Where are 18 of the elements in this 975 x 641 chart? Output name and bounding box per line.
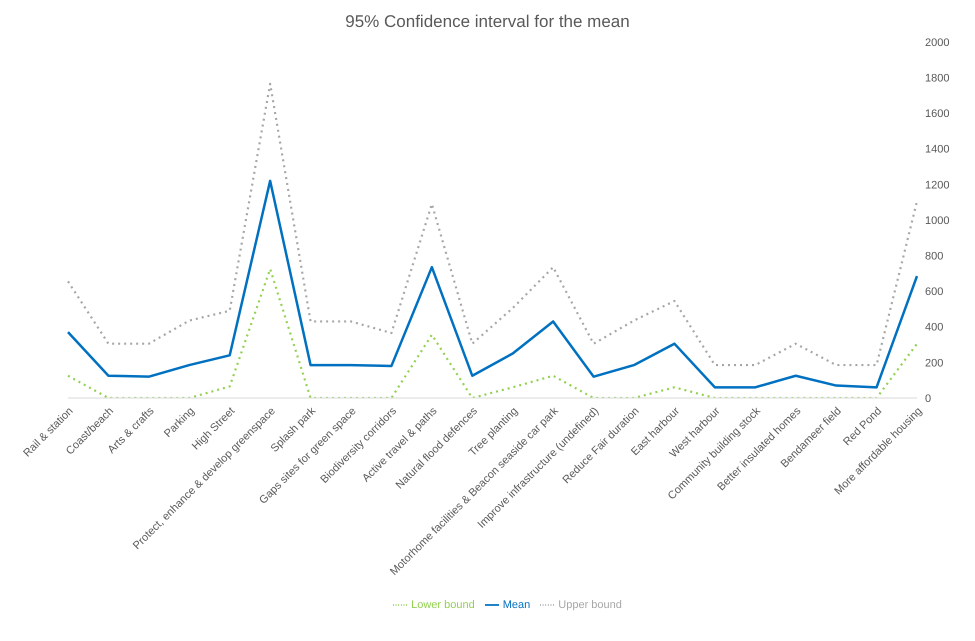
legend-label: Lower bound [411, 598, 475, 611]
y-tick-label: 1600 [925, 108, 950, 120]
y-tick-label: 1000 [925, 214, 950, 227]
y-tick-label: 1200 [925, 179, 950, 192]
y-tick-label: 200 [925, 357, 944, 370]
y-tick-label: 400 [925, 322, 944, 334]
y-tick-label: 2000 [925, 36, 950, 49]
line-series [66, 180, 918, 389]
y-tick-label: 800 [925, 250, 944, 263]
y-tick-label: 600 [925, 286, 944, 298]
line-series [66, 82, 918, 366]
y-tick-label: 1400 [925, 144, 950, 156]
legend-label: Upper bound [558, 598, 622, 611]
line-series [66, 268, 918, 398]
y-tick-label: 1800 [925, 72, 950, 85]
chart-title: 95% Confidence interval for the mean [344, 12, 631, 32]
y-tick-label: 0 [925, 392, 932, 405]
legend-label: Mean [502, 598, 530, 611]
